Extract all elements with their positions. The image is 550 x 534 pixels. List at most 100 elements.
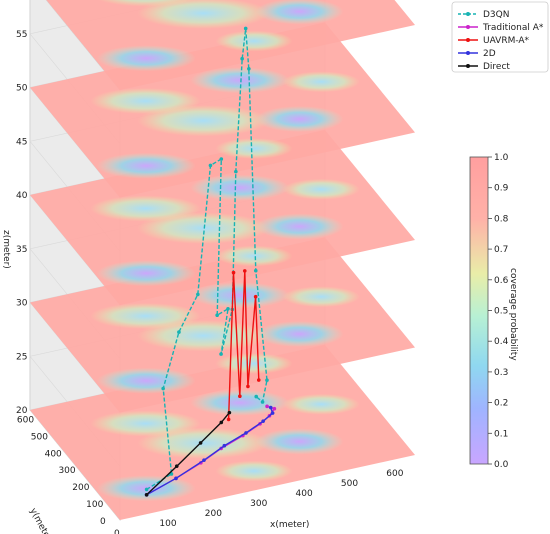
- data-point: [265, 378, 269, 383]
- coverage-pattern: [96, 152, 196, 179]
- legend-entry: UAVRM-A*: [458, 36, 530, 46]
- colorbar-tick-label: 0.1: [494, 429, 508, 439]
- colorbar-tick-label: 0.5: [494, 307, 508, 317]
- colorbar-tick-label: 0.3: [494, 368, 508, 378]
- coverage-pattern: [137, 427, 270, 459]
- data-point: [244, 431, 248, 435]
- x-axis-label: x(meter): [270, 520, 309, 530]
- data-point: [238, 394, 242, 398]
- y-tick-label: 100: [86, 500, 103, 510]
- coverage-pattern: [190, 174, 290, 201]
- coverage-pattern: [282, 71, 360, 93]
- data-point: [256, 378, 261, 382]
- data-point: [222, 443, 227, 448]
- data-point: [174, 476, 178, 481]
- series-2d: [144, 405, 275, 497]
- coverage-pattern: [282, 178, 360, 200]
- coverage-surfaces: [30, 0, 415, 520]
- coverage-pattern: [215, 138, 293, 159]
- data-point: [219, 420, 224, 425]
- coverage-pattern: [90, 195, 201, 222]
- data-point: [261, 419, 265, 423]
- data-point: [240, 56, 244, 61]
- legend-label: Traditional A*: [482, 23, 544, 33]
- y-tick-label: 400: [45, 449, 62, 459]
- y-axis-label: y(meter): [27, 507, 54, 534]
- coverage-pattern: [90, 410, 201, 437]
- coverage-pattern: [96, 45, 196, 72]
- colorbar-tick-label: 0.9: [494, 184, 509, 194]
- data-point: [253, 268, 258, 273]
- data-point: [231, 270, 236, 275]
- coverage-pattern: [215, 460, 293, 482]
- data-point: [268, 405, 273, 410]
- coverage-pattern: [255, 428, 344, 455]
- data-point: [215, 313, 219, 317]
- colorbar-tick-label: 0.8: [494, 214, 509, 224]
- coverage-surface-layer: [46, 0, 415, 90]
- coverage-pattern: [190, 67, 290, 94]
- data-point: [208, 163, 213, 168]
- coverage-pattern: [282, 286, 360, 308]
- legend: D3QN Traditional A* UAVRM-A* 2D Direct: [451, 1, 549, 73]
- series-direct: [144, 410, 232, 497]
- legend-marker: [466, 64, 470, 68]
- coverage-pattern: [137, 105, 270, 137]
- z-tick-label: 50: [16, 84, 28, 94]
- series-line: [146, 407, 274, 496]
- data-point: [247, 66, 251, 71]
- coverage-pattern: [190, 282, 290, 309]
- colorbar-tick-label: 0.0: [494, 460, 509, 470]
- data-point: [161, 386, 165, 391]
- data-point: [196, 292, 200, 297]
- data-point: [254, 394, 259, 399]
- legend-marker: [466, 12, 470, 16]
- z-tick-label: 55: [16, 30, 27, 40]
- coverage-pattern: [255, 0, 344, 25]
- y-tick-label: 0: [100, 517, 106, 527]
- coverage-pattern: [282, 393, 360, 415]
- coverage-pattern: [255, 321, 344, 347]
- legend-label: UAVRM-A*: [483, 36, 530, 46]
- legend-entry: Direct: [458, 62, 510, 72]
- legend-marker: [466, 25, 470, 29]
- colorbar: 0.0 0.1 0.2 0.3 0.4 0.5 0.6 0.7 0.8 0.9 1.0: [469, 153, 509, 470]
- x-tick-label: 400: [296, 489, 313, 499]
- data-point: [174, 464, 179, 468]
- colorbar-tick-label: 0.2: [494, 399, 508, 409]
- y-tick-label: 200: [72, 483, 89, 493]
- colorbar-tick-label: 0.4: [494, 337, 509, 347]
- data-point: [253, 294, 258, 299]
- data-point: [272, 406, 277, 411]
- legend-entry: Traditional A*: [458, 23, 544, 33]
- coverage-pattern: [90, 303, 201, 329]
- data-point: [270, 411, 275, 415]
- colorbar-tick-label: 0.7: [494, 245, 508, 255]
- axis-ticks: 0100200300400500600010020030040050060020…: [16, 30, 404, 534]
- x-tick-label: 300: [250, 499, 267, 509]
- colorbar-tick-label: 0.6: [494, 276, 509, 286]
- data-point: [177, 330, 181, 334]
- data-point: [144, 487, 149, 492]
- x-tick-label: 200: [205, 509, 222, 519]
- coverage-surface-layer: [30, 22, 415, 198]
- y-tick-label: 300: [58, 466, 75, 476]
- z-tick-label: 20: [16, 406, 28, 416]
- coverage-pattern: [96, 367, 196, 394]
- data-point: [226, 307, 230, 311]
- z-tick-label: 40: [16, 191, 28, 201]
- coverage-surface-layer: [30, 130, 415, 305]
- x-tick-label: 100: [159, 519, 176, 529]
- coverage-pattern: [190, 389, 290, 416]
- z-axis-label: z(meter): [1, 230, 11, 269]
- z-tick-label: 45: [16, 137, 27, 147]
- z-tick-label: 30: [16, 299, 28, 309]
- x-tick-label: 600: [386, 469, 403, 479]
- legend-entry: D3QN: [458, 10, 509, 20]
- y-tick-label: 600: [17, 415, 34, 425]
- coverage-pattern: [215, 30, 293, 52]
- data-point: [202, 458, 206, 462]
- data-point: [265, 404, 269, 409]
- coverage-pattern: [90, 88, 201, 114]
- data-point: [227, 410, 232, 415]
